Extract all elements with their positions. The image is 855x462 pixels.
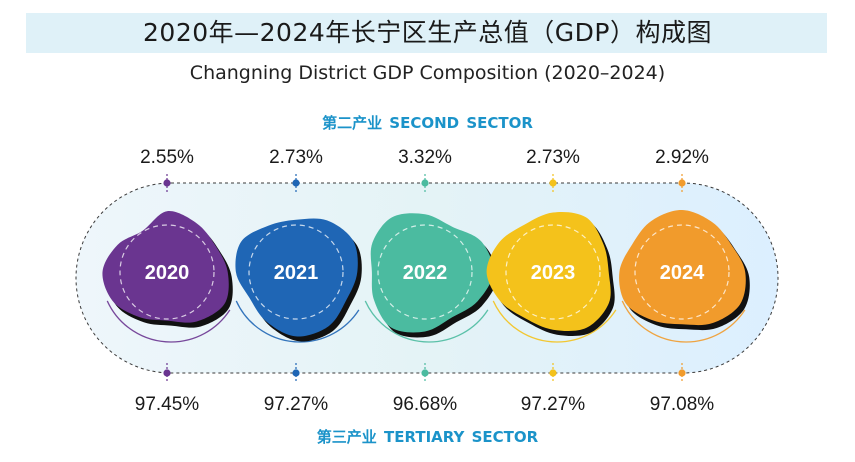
tertiary-sector-point-2021 [292,369,300,377]
second-sector-value-2020: 2.55% [140,147,194,168]
tertiary-sector-value-2020: 97.45% [135,394,200,415]
inner-dashed-circle [505,224,601,320]
tertiary-sector-value-2024: 97.08% [650,394,715,415]
second-sector-value-2023: 2.73% [526,147,580,168]
year-blob-2020: 2020 [100,201,242,343]
second-sector-value-2024: 2.92% [655,147,709,168]
ring-arc [615,201,757,343]
tertiary-sector-point-2024 [678,369,686,377]
inner-dashed-circle [377,224,473,320]
inner-dashed-circle [119,224,215,320]
year-label-2024: 2024 [660,262,705,284]
tertiary-sector-value-2021: 97.27% [264,394,329,415]
tertiary-sector-label: 第三产业 TERTIARY SECTOR [316,428,539,446]
tertiary-sector-point-2022 [421,369,429,377]
tertiary-sector-point-2020 [163,369,171,377]
year-blob-2021: 2021 [229,201,371,343]
second-sector-point-2022 [421,179,429,187]
second-sector-point-2021 [292,179,300,187]
year-label-2022: 2022 [403,262,448,284]
title-banner [26,13,827,53]
second-sector-value-2021: 2.73% [269,147,323,168]
ring-arc [358,201,500,343]
second-sector-point-2024 [678,179,686,187]
year-label-2020: 2020 [145,262,190,284]
tertiary-sector-value-2022: 96.68% [393,394,458,415]
year-label-2023: 2023 [531,262,576,284]
inner-dashed-circle [634,224,730,320]
inner-dashed-circle [248,224,344,320]
tertiary-sector-point-2023 [549,369,557,377]
tertiary-sector-value-2023: 97.27% [521,394,586,415]
second-sector-point-2020 [163,179,171,187]
year-blob-2024: 2024 [615,201,757,343]
second-sector-point-2023 [549,179,557,187]
year-label-2021: 2021 [274,262,319,284]
ring-arc [100,201,242,343]
ring-arc [229,201,371,343]
year-blob-2023: 2023 [486,201,628,343]
second-sector-value-2022: 3.32% [398,147,452,168]
chart-subtitle: Changning District GDP Composition (2020… [189,62,666,84]
second-sector-label: 第二产业 SECOND SECTOR [322,114,533,132]
blob-2024 [619,209,746,326]
chart-title: 2020年—2024年长宁区生产总值（GDP）构成图 [143,18,712,47]
year-blob-2022: 2022 [358,201,500,343]
ring-arc [486,201,628,343]
